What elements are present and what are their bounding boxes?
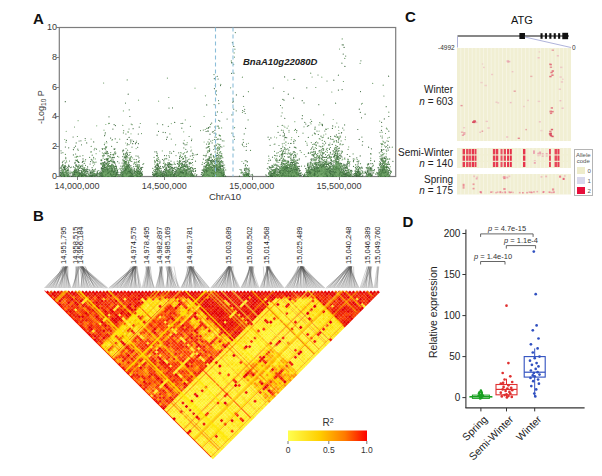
svg-text:0: 0 bbox=[455, 392, 461, 403]
svg-text:50: 50 bbox=[449, 351, 461, 362]
svg-text:200: 200 bbox=[444, 228, 461, 239]
svg-text:p = 4.7e-15: p = 4.7e-15 bbox=[487, 224, 526, 233]
svg-text:100: 100 bbox=[444, 310, 461, 321]
svg-text:p = 1.4e-10: p = 1.4e-10 bbox=[473, 252, 512, 261]
svg-text:150: 150 bbox=[444, 269, 461, 280]
svg-text:p = 1.1e-4: p = 1.1e-4 bbox=[503, 236, 538, 245]
